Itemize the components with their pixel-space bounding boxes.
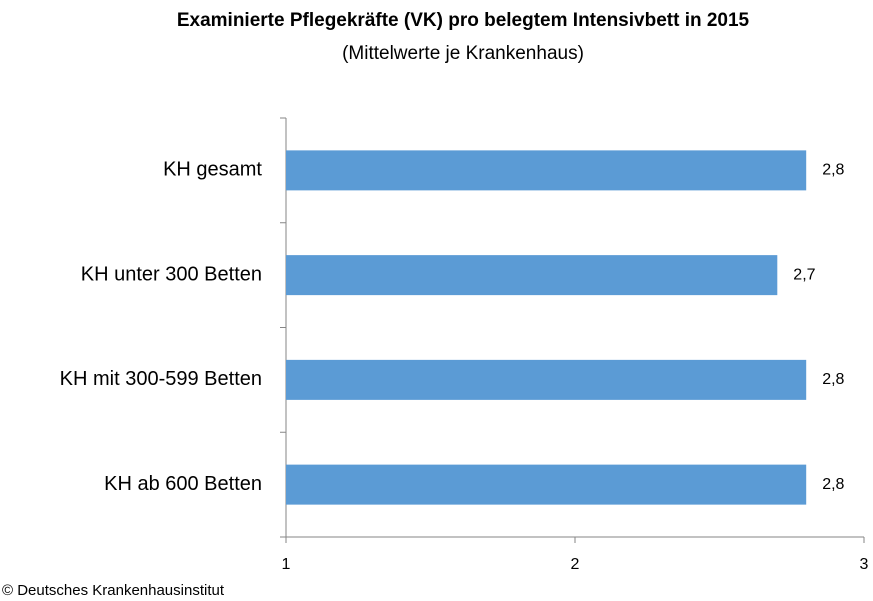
y-tick-label: KH mit 300-599 Betten [60, 368, 262, 390]
value-label: 2,8 [822, 371, 844, 388]
value-label: 2,7 [793, 266, 815, 283]
chart-subtitle: (Mittelwerte je Krankenhaus) [342, 43, 584, 64]
value-label: 2,8 [822, 162, 844, 179]
y-tick-label: KH unter 300 Betten [81, 263, 262, 285]
bar [286, 150, 807, 191]
bar [286, 255, 778, 296]
source: © Deutsches Krankenhausinstitut [2, 582, 225, 599]
y-tick-label: KH gesamt [163, 159, 262, 181]
value-label: 2,8 [822, 476, 844, 493]
x-tick-label: 3 [860, 556, 869, 573]
chart-title: Examinierte Pflegekräfte (VK) pro belegt… [177, 10, 750, 31]
bar [286, 359, 807, 400]
x-tick-label: 2 [571, 556, 580, 573]
x-tick-label: 1 [282, 556, 291, 573]
y-tick-label: KH ab 600 Betten [104, 473, 262, 495]
bar [286, 464, 807, 505]
